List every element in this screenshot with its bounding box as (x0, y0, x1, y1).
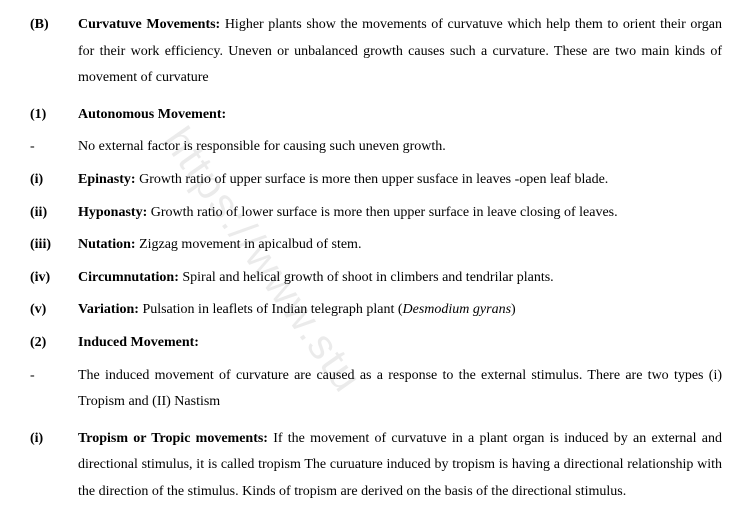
text-i: Epinasty: Growth ratio of upper surface … (78, 167, 722, 194)
label-v: (v) (30, 297, 78, 324)
body-iii: Zigzag movement in apicalbud of stem. (136, 237, 362, 252)
title-1: Autonomous Movement: (78, 102, 722, 129)
section-ii: (ii) Hyponasty: Growth ratio of lower su… (30, 200, 722, 227)
section-v: (v) Variation: Pulsation in leaflets of … (30, 297, 722, 324)
section-i: (i) Epinasty: Growth ratio of upper surf… (30, 167, 722, 194)
label-1: (1) (30, 102, 78, 129)
label-iv: (iv) (30, 265, 78, 292)
section-b: (B) Curvatuve Movements: Higher plants s… (30, 12, 722, 92)
title-iv: Circumnutation: (78, 270, 179, 285)
title-ii: Hyponasty: (78, 205, 147, 220)
title-v: Variation: (78, 302, 139, 317)
section-2-i: (i) Tropism or Tropic movements: If the … (30, 426, 722, 506)
label-ii: (ii) (30, 200, 78, 227)
italic-v: Desmodium gyrans (403, 302, 512, 317)
document-content: (B) Curvatuve Movements: Higher plants s… (30, 12, 722, 506)
body-i: Growth ratio of upper surface is more th… (136, 172, 609, 187)
text-iv: Circumnutation: Spiral and helical growt… (78, 265, 722, 292)
text-b: Curvatuve Movements: Higher plants show … (78, 12, 722, 92)
body-1-desc: No external factor is responsible for ca… (78, 134, 722, 161)
section-2-desc: - The induced movement of curvature are … (30, 363, 722, 416)
title-2-i: Tropism or Tropic movements: (78, 431, 268, 446)
label-1-desc: - (30, 134, 78, 161)
body-2-desc: The induced movement of curvature are ca… (78, 363, 722, 416)
body-iv: Spiral and helical growth of shoot in cl… (179, 270, 554, 285)
label-2: (2) (30, 330, 78, 357)
label-iii: (iii) (30, 232, 78, 259)
section-iv: (iv) Circumnutation: Spiral and helical … (30, 265, 722, 292)
label-2-desc: - (30, 363, 78, 416)
label-2-i: (i) (30, 426, 78, 506)
section-1-desc: - No external factor is responsible for … (30, 134, 722, 161)
text-ii: Hyponasty: Growth ratio of lower surface… (78, 200, 722, 227)
body2-v: ) (511, 302, 516, 317)
text-v: Variation: Pulsation in leaflets of Indi… (78, 297, 722, 324)
title-2: Induced Movement: (78, 330, 722, 357)
title-i: Epinasty: (78, 172, 136, 187)
section-iii: (iii) Nutation: Zigzag movement in apica… (30, 232, 722, 259)
label-i: (i) (30, 167, 78, 194)
body-v: Pulsation in leaflets of Indian telegrap… (139, 302, 403, 317)
title-b: Curvatuve Movements: (78, 17, 220, 32)
section-1: (1) Autonomous Movement: (30, 102, 722, 129)
label-b: (B) (30, 12, 78, 92)
title-iii: Nutation: (78, 237, 136, 252)
body-ii: Growth ratio of lower surface is more th… (147, 205, 617, 220)
section-2: (2) Induced Movement: (30, 330, 722, 357)
text-iii: Nutation: Zigzag movement in apicalbud o… (78, 232, 722, 259)
text-2-i: Tropism or Tropic movements: If the move… (78, 426, 722, 506)
